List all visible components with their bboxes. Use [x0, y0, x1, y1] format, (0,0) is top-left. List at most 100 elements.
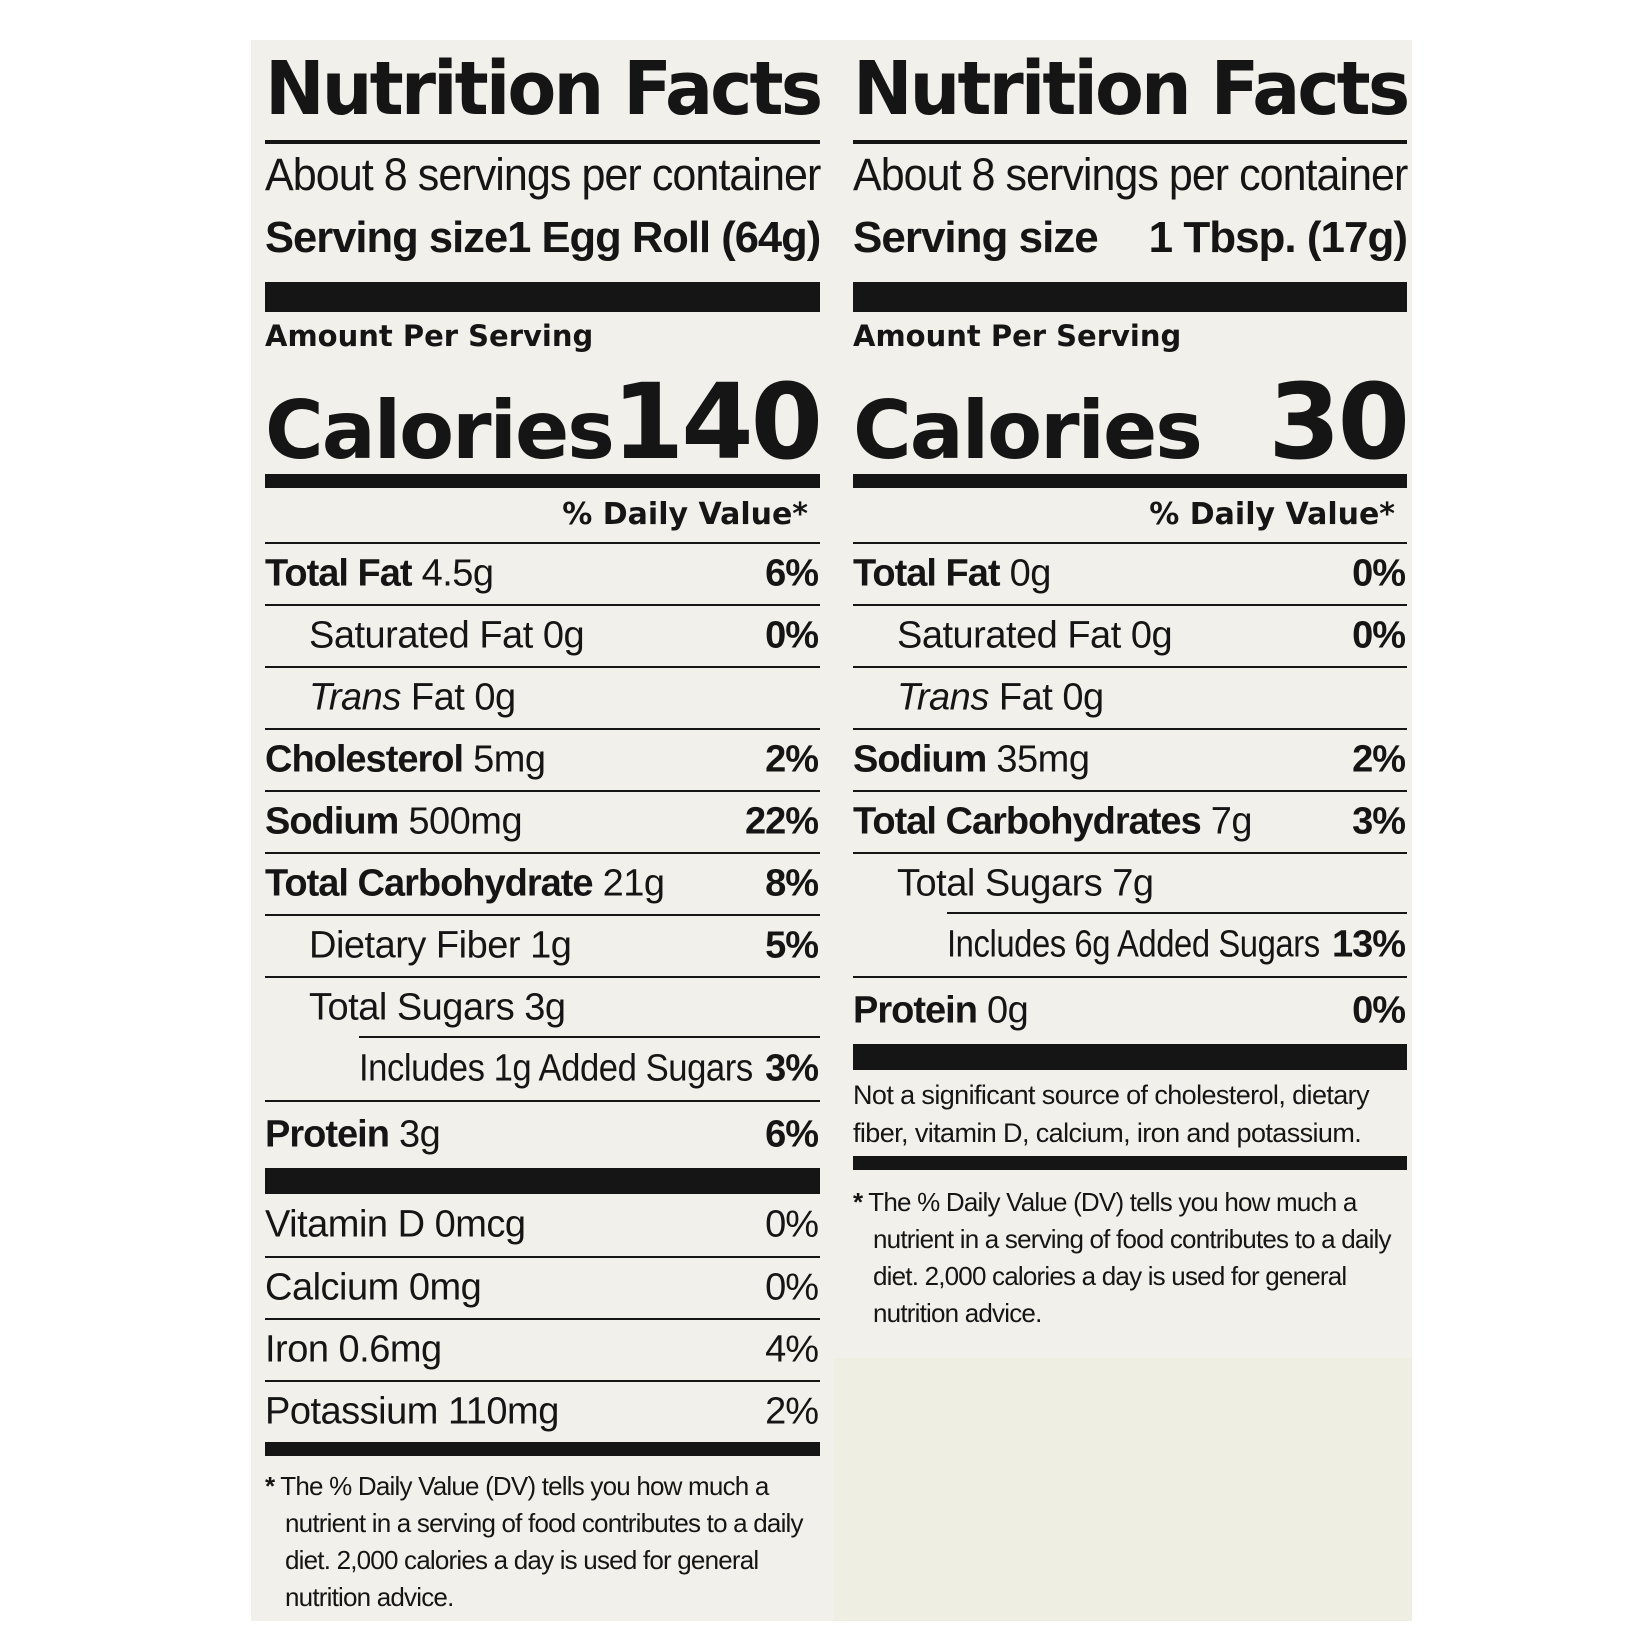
- vitamin-dv: 0%: [765, 1266, 819, 1309]
- nutrient-row-trans-fat: Trans Fat 0g: [853, 666, 1407, 728]
- vitamin-dv: 2%: [765, 1390, 819, 1433]
- nutrient-row-sodium: Sodium 35mg 2%: [853, 728, 1407, 790]
- calories-label: Calories: [853, 384, 1203, 477]
- nutrient-name: Includes 6g Added Sugars: [947, 923, 1320, 966]
- nutrient-name: Includes 1g Added Sugars: [359, 1047, 753, 1090]
- nutrient-name: Total Carbohydrate: [265, 862, 594, 905]
- nutrient-amount: 0g: [542, 614, 585, 657]
- daily-value-header: % Daily Value*: [1149, 497, 1395, 532]
- nutrient-name: Fat: [410, 676, 465, 719]
- nutrient-name-italic: Trans: [897, 676, 989, 719]
- nutrient-dv: 5%: [765, 924, 819, 967]
- vitamin-row-calcium: Calcium 0mg 0%: [265, 1256, 820, 1318]
- nutrient-row-saturated-fat: Saturated Fat 0g 0%: [853, 604, 1407, 666]
- nutrient-amount: 0g: [1062, 676, 1104, 719]
- nutrient-name: Total Fat: [853, 552, 1001, 595]
- nutrient-dv: 2%: [1352, 738, 1406, 781]
- footnote-text: The % Daily Value (DV) tells you how muc…: [868, 1187, 1391, 1328]
- not-significant-statement: Not a significant source of cholesterol,…: [853, 1080, 1370, 1148]
- amount-per-serving: Amount Per Serving: [265, 319, 594, 353]
- nutrient-name: Sodium: [853, 738, 987, 781]
- nutrient-row-total-fat: Total Fat 4.5g 6%: [265, 542, 820, 604]
- vitamin-dv: 4%: [765, 1328, 819, 1371]
- nutrient-dv: 6%: [765, 1113, 819, 1156]
- vitamin-amount: 0mcg: [434, 1203, 526, 1246]
- vitamin-name: Calcium: [265, 1266, 399, 1309]
- medium-divider: [265, 1442, 820, 1456]
- nutrient-amount: 500mg: [408, 800, 523, 843]
- nutrient-name: Total Carbohydrates: [853, 800, 1202, 843]
- nutrient-dv: 13%: [1331, 923, 1406, 966]
- nutrient-name: Sodium: [265, 800, 399, 843]
- nutrient-name: Saturated Fat: [309, 614, 533, 657]
- nutrient-name: Dietary Fiber: [309, 924, 521, 967]
- nutrient-amount: 21g: [602, 862, 665, 905]
- vitamin-amount: 0.6mg: [338, 1328, 443, 1371]
- nutrient-row-sodium: Sodium 500mg 22%: [265, 790, 820, 852]
- title-rule: [853, 140, 1407, 144]
- nutrient-row-dietary-fiber: Dietary Fiber 1g 5%: [265, 914, 820, 976]
- nutrient-row-trans-fat: Trans Fat 0g: [265, 666, 820, 728]
- nutrient-amount: 35mg: [996, 738, 1090, 781]
- nutrient-name: Total Fat: [265, 552, 413, 595]
- calories-value: 30: [1268, 361, 1410, 483]
- nutrient-name: Protein: [265, 1113, 390, 1156]
- footnote-star: *: [853, 1187, 863, 1217]
- vitamin-name: Vitamin D: [265, 1203, 425, 1246]
- nutrient-dv: 0%: [1352, 614, 1406, 657]
- nutrient-list: Total Fat 4.5g 6% Saturated Fat 0g 0% Tr…: [265, 542, 820, 1616]
- thick-divider: [853, 1044, 1407, 1070]
- nutrient-amount: 0g: [1130, 614, 1173, 657]
- nutrient-row-total-sugars: Total Sugars 7g: [853, 852, 1407, 914]
- nutrient-dv: 0%: [765, 614, 819, 657]
- daily-value-header: % Daily Value*: [562, 497, 808, 532]
- serving-size-line: Serving size 1 Egg Roll (64g): [265, 208, 821, 268]
- medium-divider: [853, 1156, 1407, 1170]
- nutrient-dv: 22%: [744, 800, 819, 843]
- nutrient-name: Cholesterol: [265, 738, 464, 781]
- serving-size-line: Serving size 1 Tbsp. (17g): [853, 208, 1408, 268]
- vitamin-name: Potassium: [265, 1390, 438, 1433]
- nutrient-amount: 4.5g: [421, 552, 494, 595]
- serving-size-value: 1 Egg Roll (64g): [507, 213, 821, 262]
- vitamin-name: Iron: [265, 1328, 329, 1371]
- daily-value-footnote: * The % Daily Value (DV) tells you how m…: [853, 1184, 1427, 1332]
- nutrient-amount: 3g: [524, 986, 566, 1029]
- footnote-star: *: [265, 1471, 275, 1501]
- nutrient-amount: 0g: [986, 989, 1029, 1032]
- serving-size-label: Serving size: [265, 213, 508, 262]
- nutrient-row-total-carbohydrate: Total Carbohydrate 21g 8%: [265, 852, 820, 914]
- calories-label: Calories: [265, 384, 615, 477]
- nutrient-dv: 8%: [765, 862, 819, 905]
- nutrient-amount: 7g: [1112, 862, 1154, 905]
- vitamin-row-potassium: Potassium 110mg 2%: [265, 1380, 820, 1442]
- nutrient-amount: 0g: [1009, 552, 1052, 595]
- vitamin-amount: 0mg: [408, 1266, 482, 1309]
- calories-value: 140: [611, 361, 823, 483]
- nutrient-row-cholesterol: Cholesterol 5mg 2%: [265, 728, 820, 790]
- nutrient-amount: 3g: [398, 1113, 441, 1156]
- nutrient-amount: 1g: [530, 924, 572, 967]
- nutrient-row-saturated-fat: Saturated Fat 0g 0%: [265, 604, 820, 666]
- title-rule: [265, 140, 820, 144]
- serving-size-value: 1 Tbsp. (17g): [1148, 213, 1408, 262]
- nutrient-row-total-fat: Total Fat 0g 0%: [853, 542, 1407, 604]
- nutrient-amount: 0g: [474, 676, 516, 719]
- panel-title: Nutrition Facts: [853, 46, 1410, 132]
- nutrient-name: Saturated Fat: [897, 614, 1121, 657]
- nutrient-dv: 3%: [765, 1047, 819, 1090]
- nutrient-row-total-sugars: Total Sugars 3g: [265, 976, 820, 1038]
- vitamin-row-vitamin-d: Vitamin D 0mcg 0%: [265, 1194, 820, 1256]
- nutrient-name: Total Sugars: [309, 986, 515, 1029]
- nutrient-dv: 0%: [1352, 552, 1406, 595]
- nutrient-row-total-carbohydrates: Total Carbohydrates 7g 3%: [853, 790, 1407, 852]
- thick-divider: [265, 1168, 820, 1194]
- nutrient-name: Fat: [998, 676, 1053, 719]
- medium-divider: [265, 474, 820, 488]
- calories-row: Calories 30: [853, 358, 1410, 483]
- thick-divider: [853, 282, 1407, 312]
- nutrient-name: Protein: [853, 989, 978, 1032]
- nutrient-dv: 2%: [765, 738, 819, 781]
- nutrient-row-added-sugars: Includes 1g Added Sugars 3%: [265, 1036, 820, 1100]
- servings-per-container: About 8 servings per container: [265, 149, 821, 200]
